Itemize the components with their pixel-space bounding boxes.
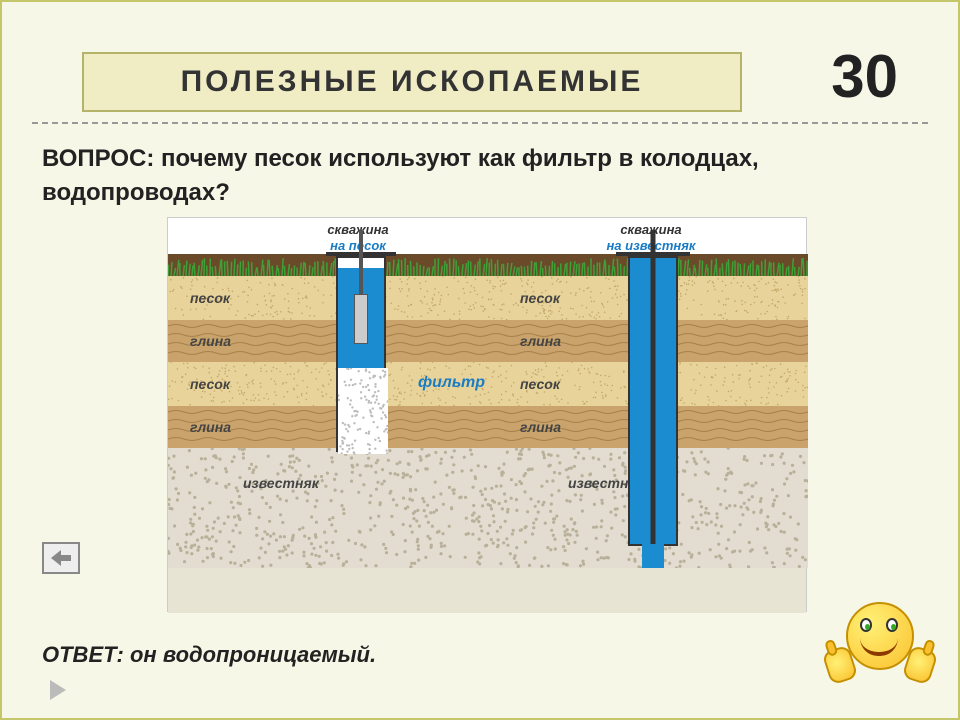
points-value: 30 [831,42,898,111]
bottom-layer [168,568,806,613]
grass-layer [168,254,808,276]
well1-title-line1: скважина [298,222,418,238]
well1-filter-section [338,368,388,454]
well-sand [336,256,386,452]
category-title: ПОЛЕЗНЫЕ ИСКОПАЕМЫЕ [181,65,644,99]
label-clay-right: глина [520,333,561,349]
well1-title: скважина на песок [298,222,418,253]
question-text: ВОПРОС: почему песок используют как филь… [42,142,918,209]
back-arrow-icon [51,550,71,566]
label-clay2-right: глина [520,419,561,435]
smiley-eye-right [886,618,898,632]
category-header: ПОЛЕЗНЫЕ ИСКОПАЕМЫЕ [82,52,742,112]
layer-label-row: глина глина [168,406,806,448]
well1-pump [354,294,368,344]
label-clay2-left: глина [190,419,231,435]
label-sand-right: песок [520,290,560,306]
answer-text: ОТВЕТ: он водопроницаемый. [42,642,376,668]
well-limestone [628,256,678,546]
back-button[interactable] [42,542,80,574]
smiley-eye-left [860,618,872,632]
well1-pipe [359,230,363,300]
layer-label-row: песок песок [168,362,806,406]
well2-tip [642,544,664,568]
well-diagram: песок песок глина глина песок песок глин… [167,217,807,612]
layer-label-row: известняк известняк [168,448,806,568]
layer-label-row: глина глина [168,320,806,362]
next-icon[interactable] [50,680,66,700]
well1-title-line2: на песок [298,238,418,254]
layer-label-row: песок песок [168,276,806,320]
label-clay-left: глина [190,333,231,349]
label-sand2-left: песок [190,376,230,392]
label-sand-left: песок [190,290,230,306]
well2-pipe [651,230,656,550]
smiley-icon [830,598,930,698]
label-sand2-right: песок [520,376,560,392]
divider [32,122,928,124]
filter-label: фильтр [418,374,485,392]
label-lime-left: известняк [243,475,319,491]
smiley-face [846,602,914,670]
